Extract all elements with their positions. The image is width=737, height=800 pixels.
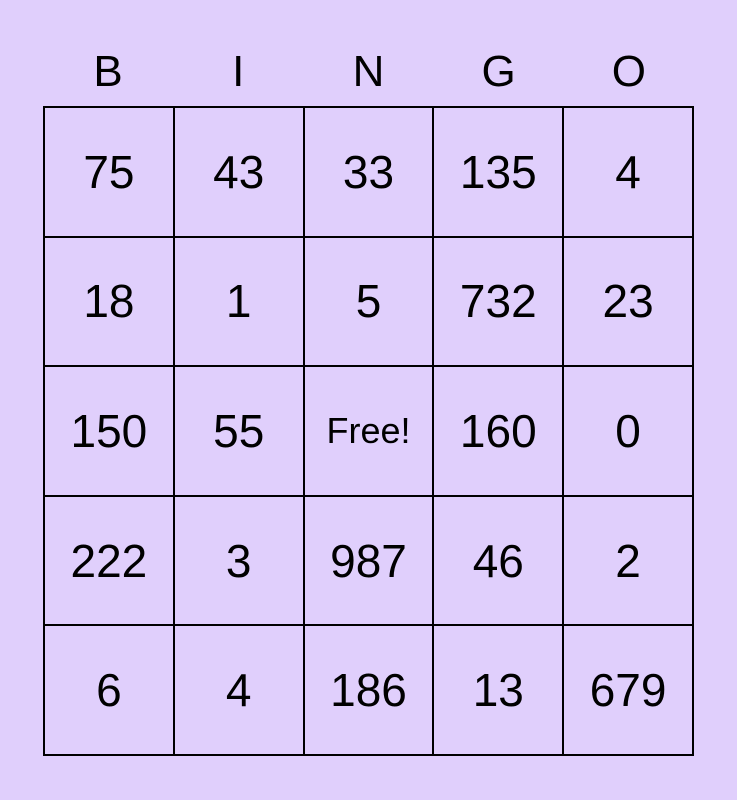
bingo-cell[interactable]: 222 xyxy=(44,495,174,626)
bingo-cell[interactable]: 55 xyxy=(173,366,304,496)
bingo-cell[interactable]: 4 xyxy=(173,625,304,755)
bingo-cell[interactable]: 0 xyxy=(563,366,693,496)
bingo-cell[interactable]: 6 xyxy=(44,625,174,755)
column-header-n: N xyxy=(352,47,385,96)
bingo-cell[interactable]: 75 xyxy=(44,107,174,237)
bingo-cell[interactable]: 679 xyxy=(563,625,693,755)
bingo-cell[interactable]: 2 xyxy=(563,495,693,626)
bingo-cell[interactable]: 160 xyxy=(433,366,564,496)
bingo-cell[interactable]: 150 xyxy=(44,366,174,496)
free-space-cell[interactable]: Free! xyxy=(303,366,434,496)
bingo-cell[interactable]: 33 xyxy=(303,107,434,237)
bingo-cell[interactable]: 732 xyxy=(433,236,564,367)
bingo-cell[interactable]: 186 xyxy=(303,625,434,755)
bingo-cell[interactable]: 987 xyxy=(303,495,434,626)
bingo-cell[interactable]: 135 xyxy=(433,107,564,237)
bingo-cell[interactable]: 4 xyxy=(563,107,693,237)
bingo-cell[interactable]: 43 xyxy=(173,107,304,237)
bingo-cell[interactable]: 13 xyxy=(433,625,564,755)
bingo-cell[interactable]: 3 xyxy=(173,495,304,626)
bingo-cell[interactable]: 18 xyxy=(44,236,174,367)
bingo-grid: 75 43 33 135 4 18 1 5 732 23 150 55 Free! 160 0 222 3 987… xyxy=(43,106,694,756)
column-header-o: O xyxy=(611,47,646,96)
column-header-g: G xyxy=(481,47,516,96)
bingo-cell[interactable]: 23 xyxy=(563,236,693,367)
column-header-b: B xyxy=(93,47,123,96)
bingo-cell[interactable]: 46 xyxy=(433,495,564,626)
bingo-cell[interactable]: 1 xyxy=(173,236,304,367)
bingo-cell[interactable]: 5 xyxy=(303,236,434,367)
column-header-i: I xyxy=(232,47,245,96)
